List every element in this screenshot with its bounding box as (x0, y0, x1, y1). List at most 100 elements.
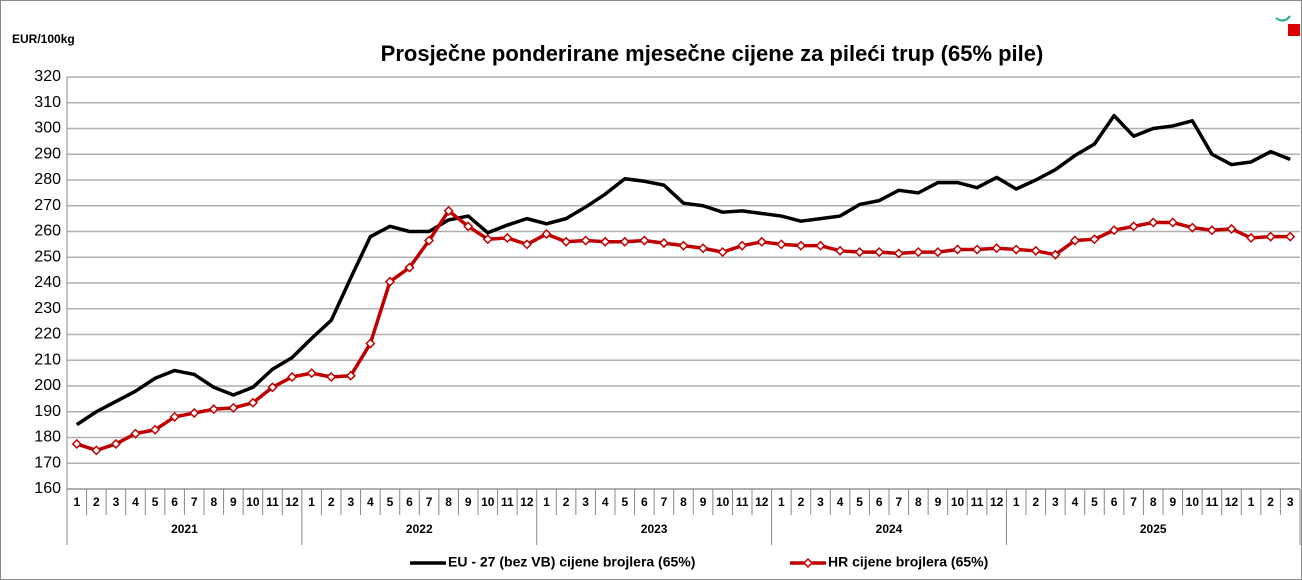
x-tick-label: 8 (680, 495, 687, 509)
x-tick-label: 9 (230, 495, 237, 509)
x-tick-label: 4 (1072, 495, 1079, 509)
data-point (502, 232, 513, 243)
data-point (854, 247, 865, 258)
year-label: 2021 (171, 522, 198, 536)
x-tick-label: 10 (246, 495, 260, 509)
data-point (1089, 234, 1100, 245)
x-tick-label: 8 (915, 495, 922, 509)
data-point (169, 411, 180, 422)
data-point (482, 234, 493, 245)
data-point (1246, 232, 1257, 243)
data-point (521, 239, 532, 250)
x-tick-label: 5 (856, 495, 863, 509)
x-tick-label: 11 (1206, 495, 1219, 509)
data-point (1128, 221, 1139, 232)
data-point (110, 438, 121, 449)
x-tick-label: 3 (582, 495, 589, 509)
data-point (365, 338, 376, 349)
x-tick-label: 2 (563, 495, 570, 509)
data-point (737, 240, 748, 251)
data-point (991, 243, 1002, 254)
data-point (1206, 225, 1217, 236)
x-tick-label: 12 (1225, 495, 1239, 509)
x-tick-label: 1 (778, 495, 785, 509)
x-tick-label: 10 (951, 495, 965, 509)
x-tick-label: 2 (798, 495, 805, 509)
x-tick-label: 4 (602, 495, 609, 509)
x-tick-label: 9 (465, 495, 472, 509)
y-tick-label: 250 (34, 248, 61, 265)
data-point (326, 371, 337, 383)
logo (1275, 15, 1300, 36)
x-tick-label: 3 (347, 495, 354, 509)
y-tick-label: 310 (34, 94, 61, 111)
year-label: 2022 (406, 522, 433, 536)
data-point (1148, 217, 1159, 228)
legend-label: HR cijene brojlera (65%) (828, 554, 988, 570)
data-point (1285, 231, 1296, 242)
x-tick-label: 3 (1287, 495, 1294, 509)
data-point (443, 205, 454, 216)
y-tick-label: 210 (34, 351, 61, 368)
legend-marker (802, 557, 814, 569)
data-point (717, 247, 728, 258)
x-tick-label: 6 (406, 495, 413, 509)
data-point (404, 262, 415, 273)
data-point (424, 235, 435, 246)
data-point (795, 240, 806, 251)
x-tick-label: 1 (1013, 495, 1020, 509)
data-point (1011, 244, 1022, 255)
data-point (952, 244, 963, 255)
x-tick-label: 7 (426, 495, 433, 509)
x-tick-label: 3 (1052, 495, 1059, 509)
x-tick-label: 12 (755, 495, 769, 509)
y-tick-label: 180 (34, 429, 61, 446)
x-tick-label: 6 (171, 495, 178, 509)
data-point (580, 235, 591, 246)
x-tick-label: 2 (1267, 495, 1274, 509)
data-point (208, 404, 219, 415)
data-point (1187, 222, 1198, 233)
x-tick-label: 7 (661, 495, 668, 509)
x-tick-label: 4 (367, 495, 374, 509)
x-tick-label: 11 (736, 495, 749, 509)
x-tick-label: 7 (191, 495, 198, 509)
x-tick-label: 3 (113, 495, 120, 509)
x-tick-label: 12 (285, 495, 299, 509)
y-tick-label: 320 (34, 68, 61, 85)
x-tick-label: 2 (1032, 495, 1039, 509)
logo-leaf (1275, 15, 1291, 22)
x-tick-label: 9 (1169, 495, 1176, 509)
data-point (306, 368, 317, 379)
x-tick-label: 10 (481, 495, 495, 509)
data-point (972, 244, 983, 255)
x-tick-label: 9 (700, 495, 707, 509)
x-tick-label: 10 (1186, 495, 1200, 509)
data-point (1069, 235, 1080, 246)
data-point (678, 240, 689, 251)
x-tick-label: 9 (935, 495, 942, 509)
data-point (658, 238, 669, 249)
data-point (1167, 217, 1178, 228)
data-point (247, 397, 258, 408)
data-point (561, 236, 572, 247)
year-label: 2025 (1140, 522, 1167, 536)
data-point (1050, 249, 1061, 260)
data-point (698, 243, 709, 254)
data-point (463, 221, 474, 232)
x-tick-label: 8 (445, 495, 452, 509)
data-point (150, 424, 161, 435)
y-tick-label: 290 (34, 145, 61, 162)
data-point (130, 428, 141, 439)
x-tick-label: 3 (817, 495, 824, 509)
data-point (639, 235, 650, 246)
x-tick-label: 6 (876, 495, 883, 509)
year-label: 2024 (876, 522, 903, 536)
x-tick-label: 6 (1111, 495, 1118, 509)
y-tick-label: 280 (34, 171, 61, 188)
x-tick-label: 6 (641, 495, 648, 509)
x-tick-label: 1 (308, 495, 315, 509)
x-tick-label: 7 (1130, 495, 1137, 509)
